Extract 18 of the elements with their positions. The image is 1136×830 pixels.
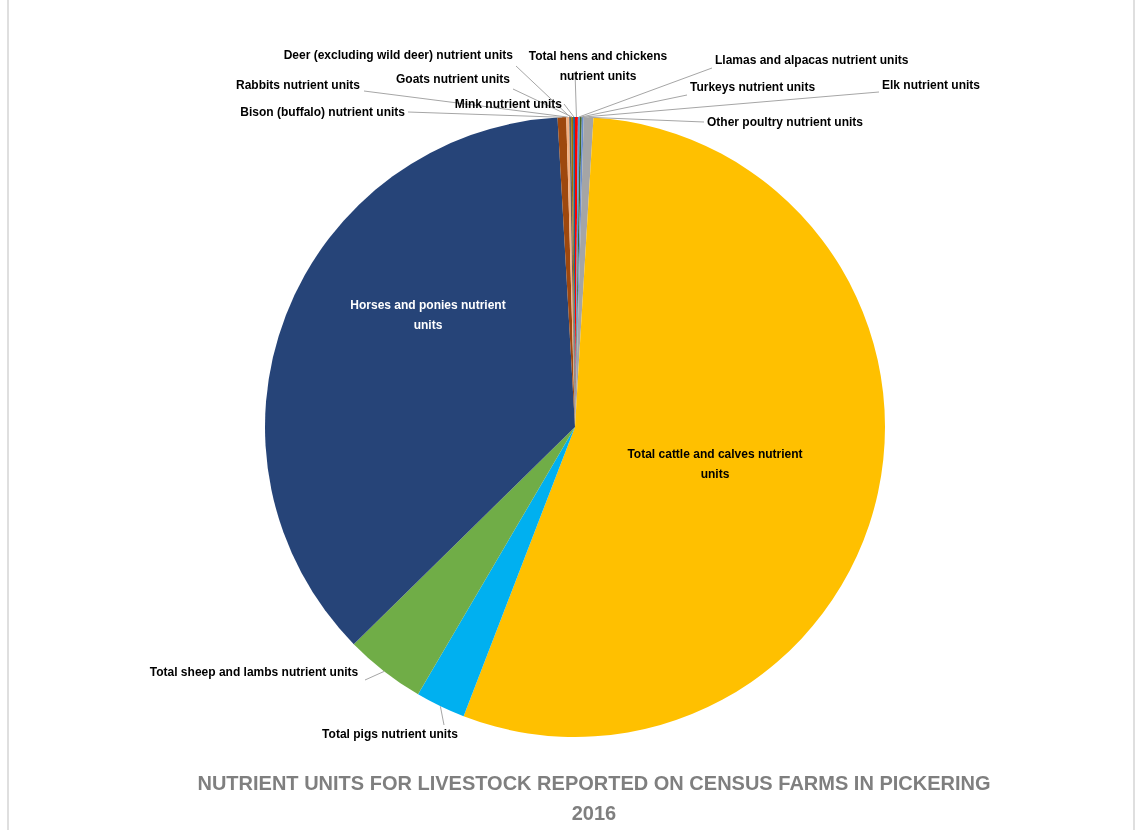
slice-label: Turkeys nutrient units [690,80,816,94]
slice-label: Total cattle and calves nutrient units [627,447,803,481]
slice-label: Mink nutrient units [454,97,563,111]
slice-label: Deer (excluding wild deer) nutrient units [283,48,514,62]
slice-label: Total hens and chickens nutrient units [528,49,668,83]
slice-label: Goats nutrient units [396,72,511,86]
slice-label: Rabbits nutrient units [236,78,361,92]
slice-label: Bison (buffalo) nutrient units [240,105,406,119]
pie-slice [265,117,575,645]
slice-label: Elk nutrient units [882,78,981,92]
text: NUTRIENT UNITS FOR LIVESTOCK REPORTED ON CENSUS FARMS IN PICKERING 2016 [197,772,991,824]
slice-label: Horses and ponies nutrient units [350,298,506,332]
slice-label: Other poultry nutrient units [707,115,864,129]
slice-label: Total sheep and lambs nutrient units [149,665,359,679]
slice-label: Llamas and alpacas nutrient units [715,53,909,67]
pie-slice [463,117,885,737]
slice-label: Total pigs nutrient units [322,727,459,741]
pie-slice [418,427,575,717]
